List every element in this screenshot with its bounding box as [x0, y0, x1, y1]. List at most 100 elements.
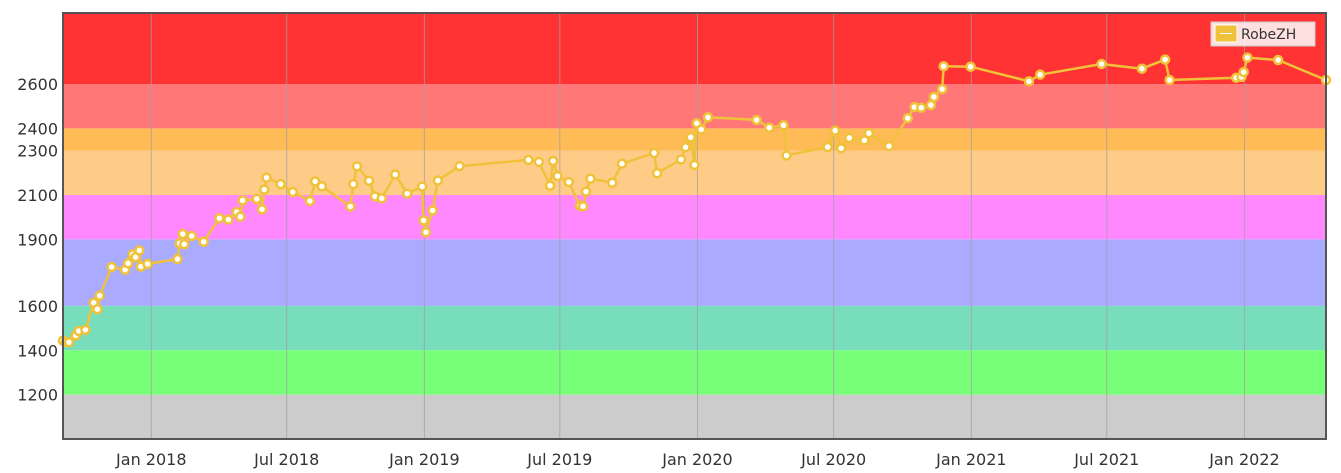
rating-point[interactable] — [563, 176, 575, 188]
rating-point[interactable] — [1096, 58, 1107, 70]
rating-point[interactable] — [648, 147, 660, 159]
rating-point[interactable] — [523, 154, 534, 166]
rating-point[interactable] — [685, 132, 697, 143]
y-tick-label: 2100 — [17, 186, 58, 205]
rating-point[interactable] — [186, 230, 197, 242]
rating-bands — [63, 13, 1326, 439]
rating-point[interactable] — [309, 176, 321, 187]
rating-points — [57, 52, 1332, 348]
rating-point[interactable] — [651, 167, 663, 179]
rating-point[interactable] — [844, 132, 855, 144]
rating-point[interactable] — [936, 83, 948, 95]
rating-point[interactable] — [859, 135, 870, 146]
rating-point[interactable] — [1164, 74, 1175, 86]
rating-point[interactable] — [80, 324, 91, 336]
y-tick-label: 1900 — [17, 230, 58, 249]
rating-point[interactable] — [259, 184, 270, 195]
rating-point[interactable] — [1272, 54, 1284, 66]
rating-point[interactable] — [351, 161, 363, 172]
y-tick-label: 1200 — [17, 386, 58, 405]
rating-point[interactable] — [416, 181, 428, 192]
x-tick-label: Jan 2018 — [115, 450, 186, 469]
rating-point[interactable] — [178, 238, 190, 250]
rating-point[interactable] — [348, 178, 359, 190]
rating-point[interactable] — [533, 156, 545, 168]
rating-point[interactable] — [606, 177, 618, 188]
rating-point[interactable] — [134, 245, 145, 256]
rating-point[interactable] — [689, 159, 700, 171]
rating-point[interactable] — [616, 158, 628, 169]
y-tick-label: 1400 — [17, 341, 58, 360]
rating-band — [63, 194, 1326, 240]
rating-point[interactable] — [235, 211, 246, 222]
rating-point[interactable] — [363, 175, 375, 186]
rating-point[interactable] — [675, 154, 687, 165]
rating-point[interactable] — [389, 169, 401, 180]
rating-point[interactable] — [764, 122, 775, 133]
rating-point[interactable] — [902, 112, 913, 124]
rating-point[interactable] — [883, 140, 895, 152]
rating-point[interactable] — [223, 214, 234, 225]
rating-point[interactable] — [915, 102, 927, 113]
x-tick-label: Jul 2018 — [253, 450, 319, 469]
rating-point[interactable] — [256, 204, 268, 215]
rating-point[interactable] — [376, 193, 387, 204]
rating-point[interactable] — [275, 178, 286, 190]
rating-point[interactable] — [92, 303, 103, 315]
rating-point[interactable] — [580, 186, 592, 197]
x-tick-label: Jan 2021 — [935, 450, 1006, 469]
rating-point[interactable] — [822, 141, 833, 153]
rating-point[interactable] — [751, 114, 762, 126]
rating-point[interactable] — [122, 258, 134, 269]
rating-point[interactable] — [1136, 63, 1148, 74]
rating-point[interactable] — [547, 155, 559, 167]
rating-point[interactable] — [965, 61, 976, 72]
rating-point[interactable] — [401, 188, 413, 199]
x-tick-label: Jul 2021 — [1073, 450, 1139, 469]
rating-point[interactable] — [261, 172, 272, 183]
rating-point[interactable] — [829, 125, 841, 136]
rating-point[interactable] — [172, 253, 183, 265]
rating-point[interactable] — [418, 215, 429, 226]
rating-point[interactable] — [214, 212, 225, 224]
rating-point[interactable] — [1238, 66, 1249, 78]
rating-point[interactable] — [695, 124, 707, 135]
legend[interactable]: RobeZH — [1210, 21, 1316, 47]
rating-point[interactable] — [420, 226, 432, 238]
rating-point[interactable] — [544, 180, 556, 191]
rating-point[interactable] — [316, 181, 328, 192]
rating-point[interactable] — [1034, 69, 1046, 80]
rating-point[interactable] — [304, 195, 316, 207]
rating-point[interactable] — [142, 258, 153, 270]
rating-point[interactable] — [106, 261, 117, 273]
rating-point[interactable] — [287, 186, 298, 198]
rating-point[interactable] — [781, 150, 792, 161]
rating-point[interactable] — [454, 160, 465, 172]
x-tick-label: Jan 2022 — [1208, 450, 1279, 469]
rating-point[interactable] — [63, 337, 75, 348]
x-tick-label: Jul 2019 — [526, 450, 592, 469]
rating-point[interactable] — [702, 112, 714, 123]
rating-point[interactable] — [345, 201, 356, 212]
rating-point[interactable] — [835, 143, 847, 154]
rating-point[interactable] — [928, 91, 940, 103]
rating-point[interactable] — [1242, 52, 1253, 63]
rating-point[interactable] — [585, 173, 596, 184]
rating-point[interactable] — [680, 141, 691, 153]
rating-point[interactable] — [251, 193, 263, 205]
rating-point[interactable] — [577, 201, 589, 212]
rating-point[interactable] — [427, 205, 438, 216]
rating-point[interactable] — [94, 290, 105, 301]
rating-point[interactable] — [177, 228, 188, 240]
rating-point[interactable] — [778, 120, 789, 131]
rating-point[interactable] — [198, 236, 209, 248]
rating-point[interactable] — [1023, 76, 1035, 87]
rating-point[interactable] — [1159, 54, 1171, 65]
rating-band — [63, 350, 1326, 395]
rating-point[interactable] — [432, 175, 444, 186]
rating-point[interactable] — [863, 128, 875, 139]
rating-point[interactable] — [925, 99, 937, 111]
rating-point[interactable] — [552, 170, 563, 182]
rating-point[interactable] — [237, 195, 248, 206]
rating-point[interactable] — [938, 61, 949, 72]
